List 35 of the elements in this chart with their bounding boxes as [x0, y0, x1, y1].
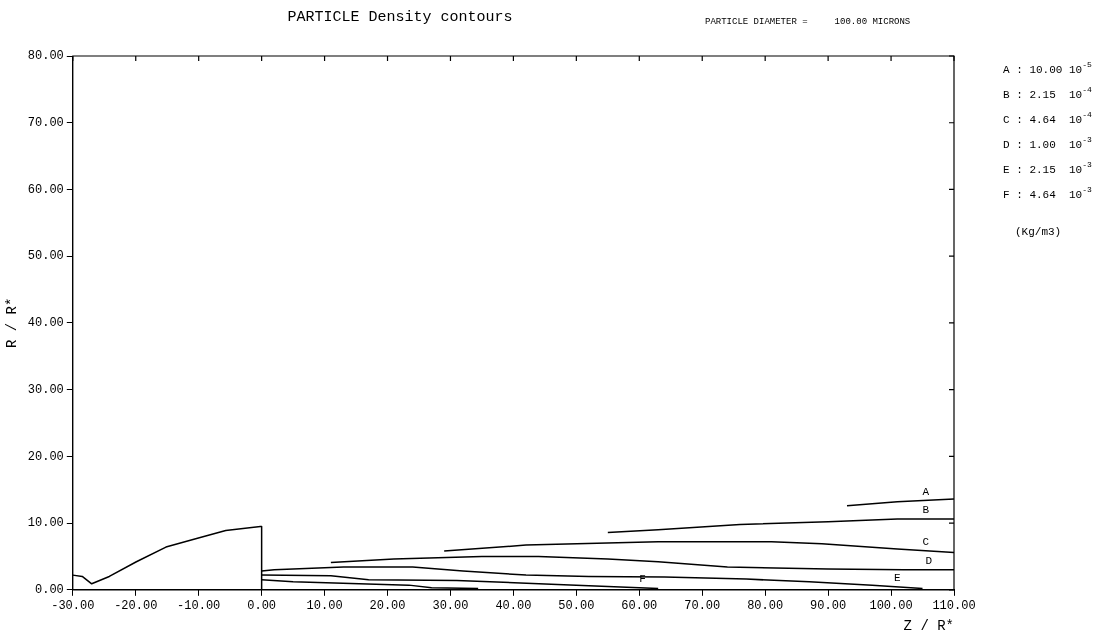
x-tick-label: 70.00	[684, 599, 721, 614]
series-label: C	[922, 536, 930, 549]
y-tick-label: 20.00	[27, 449, 64, 464]
y-tick-label: 50.00	[27, 249, 64, 264]
x-axis-title: Z / R*	[903, 618, 954, 635]
series-label: E	[894, 572, 902, 585]
x-tick-label: 50.00	[558, 599, 595, 614]
y-tick-label: 10.00	[27, 516, 64, 531]
y-tick-label: 80.00	[27, 49, 64, 64]
x-tick-label: -20.00	[114, 599, 158, 614]
x-tick-label: 110.00	[932, 599, 976, 614]
y-tick-label: 60.00	[27, 182, 64, 197]
series-label: D	[925, 555, 933, 568]
y-tick-label: 40.00	[27, 316, 64, 331]
x-tick-label: 80.00	[747, 599, 784, 614]
y-axis-title: R / R*	[4, 297, 21, 349]
x-tick-label: 30.00	[432, 599, 469, 614]
x-tick-label: -30.00	[51, 599, 95, 614]
chart-title: PARTICLE Density contours	[287, 8, 513, 26]
series-label: B	[922, 504, 930, 517]
chart-subtitle: PARTICLE DIAMETER = 100.00 MICRONS	[705, 17, 911, 28]
text: (Kg/m3)	[1015, 225, 1062, 238]
y-tick-label: 30.00	[27, 382, 64, 397]
series-label: F	[639, 573, 646, 586]
x-tick-label: 60.00	[621, 599, 658, 614]
y-tick-label: 70.00	[27, 115, 64, 130]
series-label: A	[922, 485, 930, 498]
x-tick-label: 90.00	[810, 599, 847, 614]
y-tick-label: 0.00	[34, 582, 64, 597]
x-tick-label: -10.00	[177, 599, 221, 614]
x-tick-label: 10.00	[306, 599, 343, 614]
x-tick-label: 0.00	[247, 599, 277, 614]
x-tick-label: 100.00	[869, 599, 913, 614]
x-tick-label: 20.00	[369, 599, 406, 614]
x-tick-label: 40.00	[495, 599, 532, 614]
